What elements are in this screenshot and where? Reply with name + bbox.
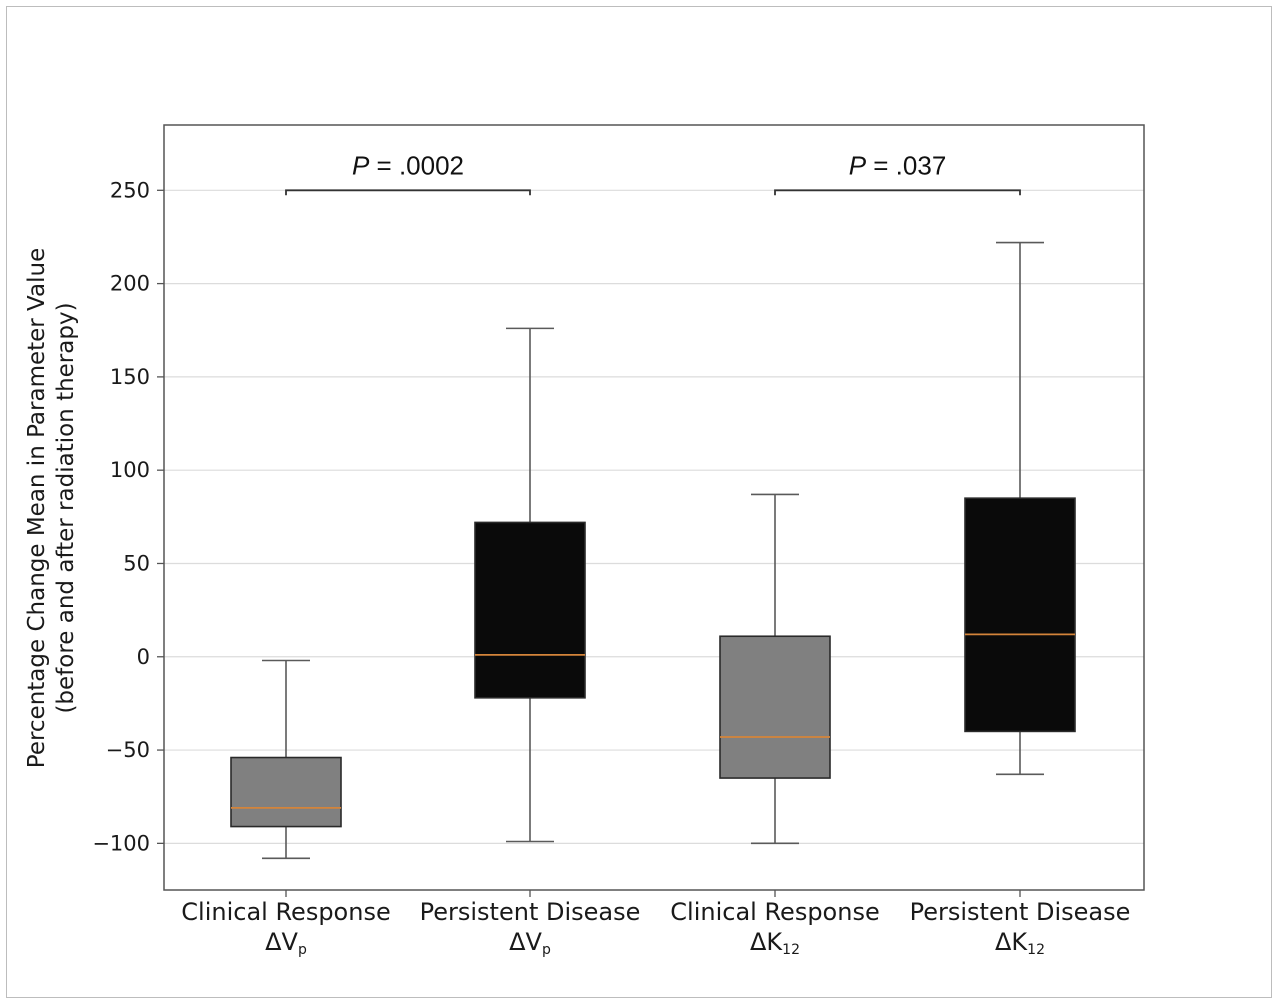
y-axis-ticks: −100 −50 0 50 100 150 200 250 <box>92 178 164 855</box>
x-category-parameter: ΔK12 <box>995 928 1045 958</box>
x-category-label: Persistent Disease <box>420 898 641 926</box>
bracket-line <box>774 189 1021 196</box>
plot-area <box>163 124 1145 891</box>
y-tick-label: −100 <box>92 831 150 855</box>
x-category-parameter: ΔVp <box>265 928 307 958</box>
box-persistent <box>964 241 1076 776</box>
x-category-parameter: ΔK12 <box>750 928 800 958</box>
box-body <box>719 635 831 779</box>
box-persistent <box>474 327 586 843</box>
x-category-label: Persistent Disease <box>910 898 1131 926</box>
significance-annotations: P = .0002 P = .037 <box>285 150 1021 196</box>
boxes <box>230 241 1076 860</box>
p-value-label: P = .0002 <box>352 150 464 180</box>
box-body <box>964 497 1076 733</box>
y-axis-label-secondary: (before and after radiation therapy) <box>53 302 79 713</box>
x-category-parameter: ΔVp <box>509 928 551 958</box>
box-clinical <box>719 493 831 845</box>
y-tick-label: 0 <box>137 645 150 669</box>
y-tick-label: 200 <box>110 272 150 296</box>
box-clinical <box>230 659 342 860</box>
grid-lines <box>164 189 1144 844</box>
p-value-label: P = .037 <box>849 150 947 180</box>
significance-bracket: P = .0002 <box>285 150 531 196</box>
y-tick-label: 100 <box>110 458 150 482</box>
bracket-line <box>285 189 531 196</box>
y-tick-label: −50 <box>106 738 150 762</box>
x-category-label: Clinical Response <box>670 898 879 926</box>
y-tick-label: 50 <box>123 551 150 575</box>
y-tick-label: 150 <box>110 365 150 389</box>
y-axis-label: Percentage Change Mean in Parameter Valu… <box>24 248 50 768</box>
y-tick-label: 250 <box>110 178 150 202</box>
box-body <box>230 756 342 828</box>
box-body <box>474 521 586 699</box>
significance-bracket: P = .037 <box>774 150 1021 196</box>
x-category-label: Clinical Response <box>181 898 390 926</box>
